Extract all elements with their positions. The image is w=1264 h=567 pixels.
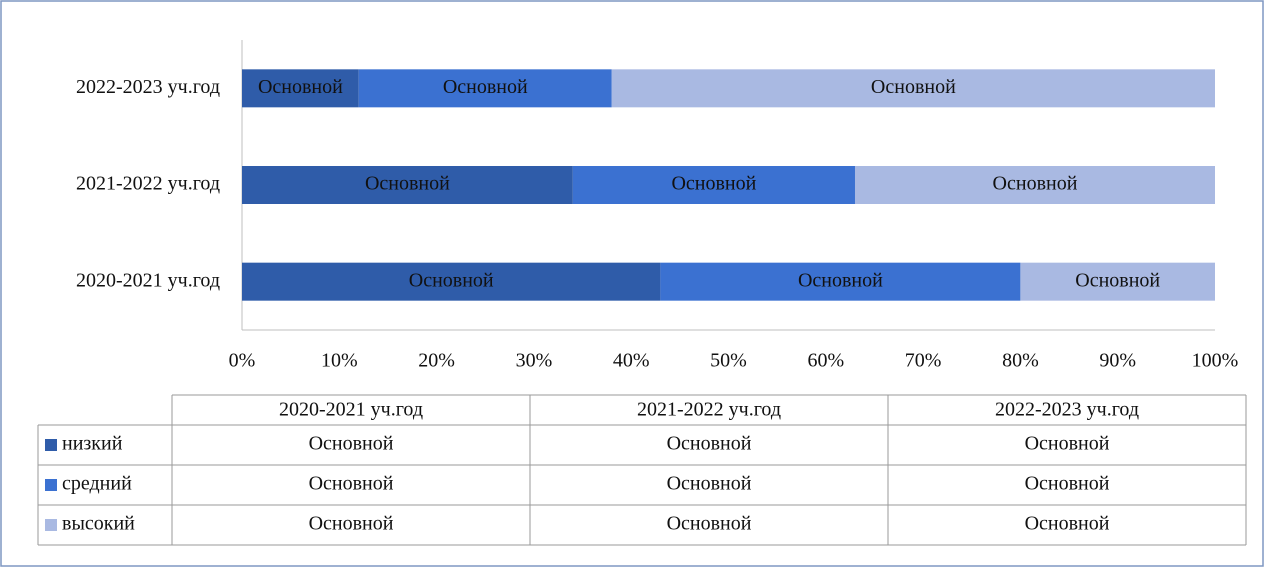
x-tick-label: 60% (807, 350, 844, 372)
table-cell: Основной (309, 473, 394, 495)
bar-segment (1020, 262, 1215, 301)
table-cell: Основной (1025, 473, 1110, 495)
table-cell: Основной (309, 513, 394, 535)
y-tick-label: 2021-2022 уч.год (76, 173, 220, 195)
x-tick-label: 70% (905, 350, 942, 372)
x-tick-label: 50% (710, 350, 747, 372)
table-header: 2021-2022 уч.год (637, 399, 781, 421)
x-tick-label: 0% (229, 350, 256, 372)
bar-segment (242, 262, 661, 301)
bar-segment (358, 69, 612, 108)
data-label: Основной (798, 269, 883, 291)
data-label: Основной (443, 76, 528, 98)
table-header: 2020-2021 уч.год (279, 399, 423, 421)
x-tick-label: 40% (613, 350, 650, 372)
x-tick-label: 80% (1002, 350, 1039, 372)
data-label: Основной (258, 76, 343, 98)
x-tick-label: 100% (1192, 350, 1239, 372)
x-tick-label: 20% (418, 350, 455, 372)
data-label: Основной (365, 173, 450, 195)
x-tick-label: 90% (1099, 350, 1136, 372)
bar-segment (660, 262, 1021, 301)
legend-label: средний (62, 473, 132, 495)
table-cell: Основной (1025, 433, 1110, 455)
legend-swatch (45, 519, 57, 531)
table-header: 2022-2023 уч.год (995, 399, 1139, 421)
legend-swatch (45, 479, 57, 491)
y-tick-label: 2020-2021 уч.год (76, 269, 220, 291)
table-cell: Основной (667, 473, 752, 495)
data-label: Основной (671, 173, 756, 195)
legend-label: низкий (62, 433, 123, 455)
table-cell: Основной (1025, 513, 1110, 535)
bar-segment (611, 69, 1215, 108)
y-tick-label: 2022-2023 уч.год (76, 76, 220, 98)
legend-label: высокий (62, 513, 135, 535)
x-tick-label: 30% (516, 350, 553, 372)
x-tick-label: 10% (321, 350, 358, 372)
bar-segment (854, 166, 1215, 204)
bar-segment (572, 166, 855, 204)
table-cell: Основной (309, 433, 394, 455)
table-cell: Основной (667, 433, 752, 455)
table-cell: Основной (667, 513, 752, 535)
legend-swatch (45, 439, 57, 451)
data-label: Основной (993, 173, 1078, 195)
bar-segment (242, 69, 359, 108)
data-label: Основной (1075, 269, 1160, 291)
data-label: Основной (871, 76, 956, 98)
bar-segment (242, 166, 573, 204)
data-label: Основной (409, 269, 494, 291)
